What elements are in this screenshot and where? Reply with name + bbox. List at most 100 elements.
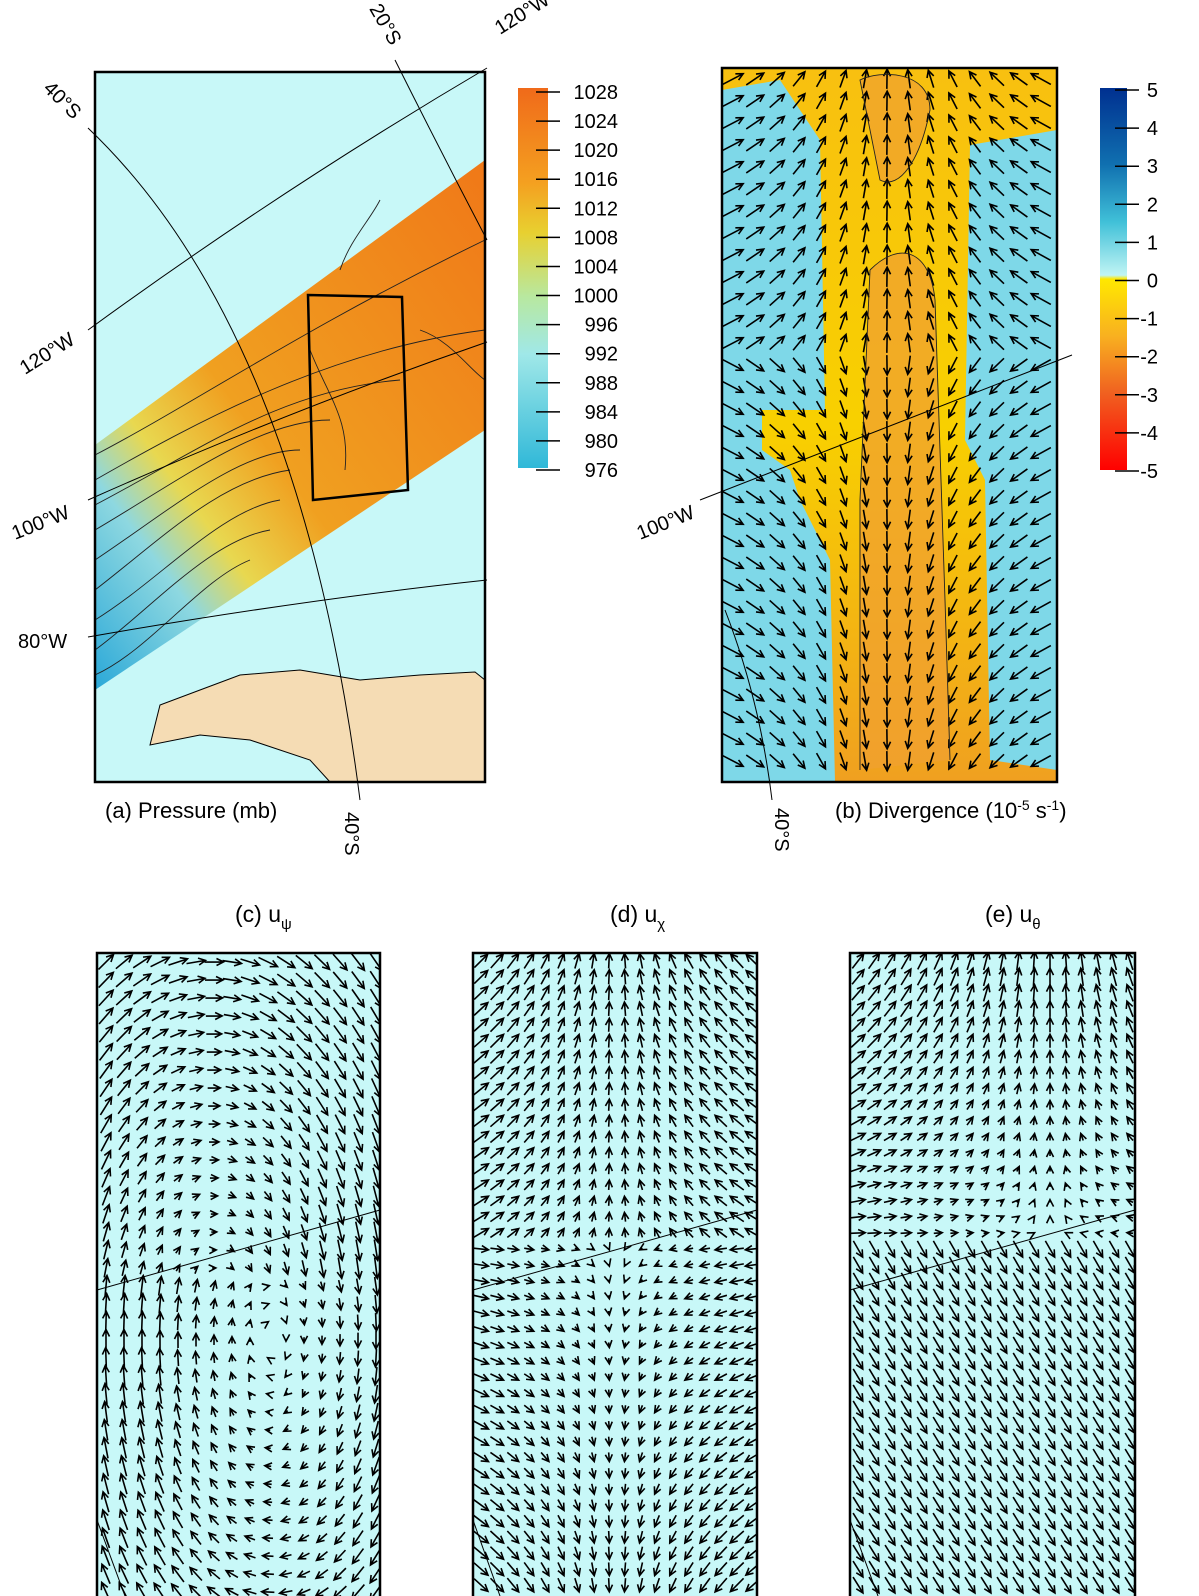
- vector-arrow: [244, 1300, 252, 1310]
- vector-arrow: [588, 1145, 597, 1159]
- vector-arrow: [156, 1292, 165, 1314]
- vector-arrow: [867, 1212, 883, 1222]
- vector-arrow: [300, 1242, 309, 1260]
- vector-arrow: [904, 531, 913, 553]
- vector-arrow: [988, 753, 1005, 769]
- vector-arrow: [713, 1420, 728, 1430]
- vector-arrow: [540, 1372, 551, 1382]
- vector-arrow: [982, 999, 991, 1018]
- vector-arrow: [1012, 1464, 1024, 1483]
- vector-arrow: [506, 1404, 521, 1414]
- vector-arrow: [948, 532, 958, 551]
- vector-arrow: [932, 1384, 944, 1403]
- vector-arrow: [1028, 1432, 1040, 1451]
- vector-arrow: [621, 1356, 630, 1366]
- vector-arrow: [155, 1436, 164, 1458]
- vector-arrow: [136, 1490, 147, 1513]
- vector-arrow: [489, 1114, 505, 1128]
- vector-arrow: [653, 1546, 661, 1561]
- vector-arrow: [1076, 1464, 1088, 1483]
- vector-arrow: [506, 1467, 521, 1480]
- vector-arrow: [1044, 1384, 1056, 1403]
- vector-arrow: [280, 1479, 291, 1488]
- vector-arrow: [524, 1244, 536, 1253]
- vector-arrow: [351, 1024, 365, 1045]
- vector-arrow: [653, 1227, 662, 1238]
- vector-arrow: [350, 953, 366, 972]
- vector-arrow: [473, 985, 490, 1001]
- vector-arrow: [587, 1355, 596, 1366]
- vector-arrow: [622, 1307, 631, 1317]
- vector-arrow: [1110, 1165, 1120, 1175]
- vector-arrow: [1125, 1032, 1134, 1049]
- vector-arrow: [354, 1203, 364, 1226]
- vector-arrow: [698, 1499, 711, 1512]
- vector-arrow: [966, 1016, 975, 1033]
- vector-arrow: [713, 1260, 728, 1270]
- vector-arrow: [621, 1452, 630, 1464]
- vector-arrow: [1045, 1214, 1055, 1224]
- vector-arrow: [489, 1033, 505, 1049]
- vector-arrow: [933, 1213, 944, 1222]
- vector-arrow: [209, 1297, 218, 1310]
- vector-arrow: [948, 91, 958, 110]
- vector-arrow: [744, 1564, 757, 1577]
- caption-text: (b) Divergence (10: [835, 798, 1017, 823]
- vector-arrow: [996, 1384, 1008, 1403]
- vector-arrow: [100, 1149, 112, 1170]
- vector-arrow: [900, 1288, 912, 1307]
- vector-arrow: [336, 1387, 345, 1402]
- vector-arrow: [353, 1476, 363, 1494]
- vector-arrow: [769, 753, 786, 769]
- vector-arrow: [604, 1097, 614, 1111]
- vector-arrow: [190, 1138, 203, 1147]
- vector-arrow: [119, 1168, 129, 1187]
- vector-arrow: [1079, 1148, 1088, 1158]
- vector-arrow: [1009, 622, 1028, 637]
- vector-arrow: [653, 1065, 661, 1080]
- vector-arrow: [1013, 1049, 1023, 1064]
- vector-arrow: [97, 953, 115, 970]
- vector-arrow: [489, 1130, 505, 1144]
- vector-arrow: [1029, 999, 1039, 1017]
- colorbar-label: -2: [1140, 347, 1158, 369]
- vector-arrow: [745, 446, 766, 460]
- vector-arrow: [948, 356, 958, 375]
- vector-arrow: [156, 1274, 165, 1296]
- vector-arrow: [229, 1388, 238, 1399]
- vector-arrow: [980, 1336, 992, 1355]
- vector-arrow: [278, 1063, 295, 1078]
- vector-arrow: [948, 1304, 960, 1323]
- vector-arrow: [900, 1082, 913, 1095]
- vector-arrow: [473, 1081, 490, 1096]
- vector-arrow: [297, 1533, 310, 1542]
- vector-arrow: [668, 1577, 677, 1594]
- vector-arrow: [743, 1260, 757, 1270]
- vector-arrow: [173, 1366, 183, 1385]
- vector-arrow: [792, 379, 807, 396]
- vector-arrow: [620, 1129, 630, 1143]
- vector-arrow: [839, 664, 848, 684]
- panel-frame: [720, 66, 1059, 784]
- vector-arrow: [948, 488, 958, 507]
- vector-arrow: [276, 955, 297, 969]
- vector-arrow: [371, 1438, 380, 1459]
- vector-arrow: [1026, 1231, 1037, 1240]
- vector-arrow: [620, 1048, 630, 1064]
- vector-arrow: [333, 1078, 347, 1099]
- vector-arrow: [506, 1033, 520, 1049]
- vector-arrow: [604, 1420, 613, 1431]
- vector-arrow: [792, 423, 807, 440]
- vector-arrow: [637, 1436, 646, 1447]
- vector-arrow: [317, 1168, 328, 1189]
- vector-arrow: [949, 1165, 960, 1174]
- vector-arrow: [1108, 1528, 1120, 1547]
- vector-arrow: [1060, 1528, 1072, 1547]
- vector-arrow: [622, 1274, 631, 1285]
- vector-arrow: [713, 1097, 728, 1112]
- vector-arrow: [489, 1561, 505, 1577]
- vector-arrow: [1092, 1480, 1104, 1499]
- vector-arrow: [916, 983, 928, 1002]
- vector-arrow: [653, 1452, 662, 1464]
- vector-arrow: [588, 1210, 597, 1222]
